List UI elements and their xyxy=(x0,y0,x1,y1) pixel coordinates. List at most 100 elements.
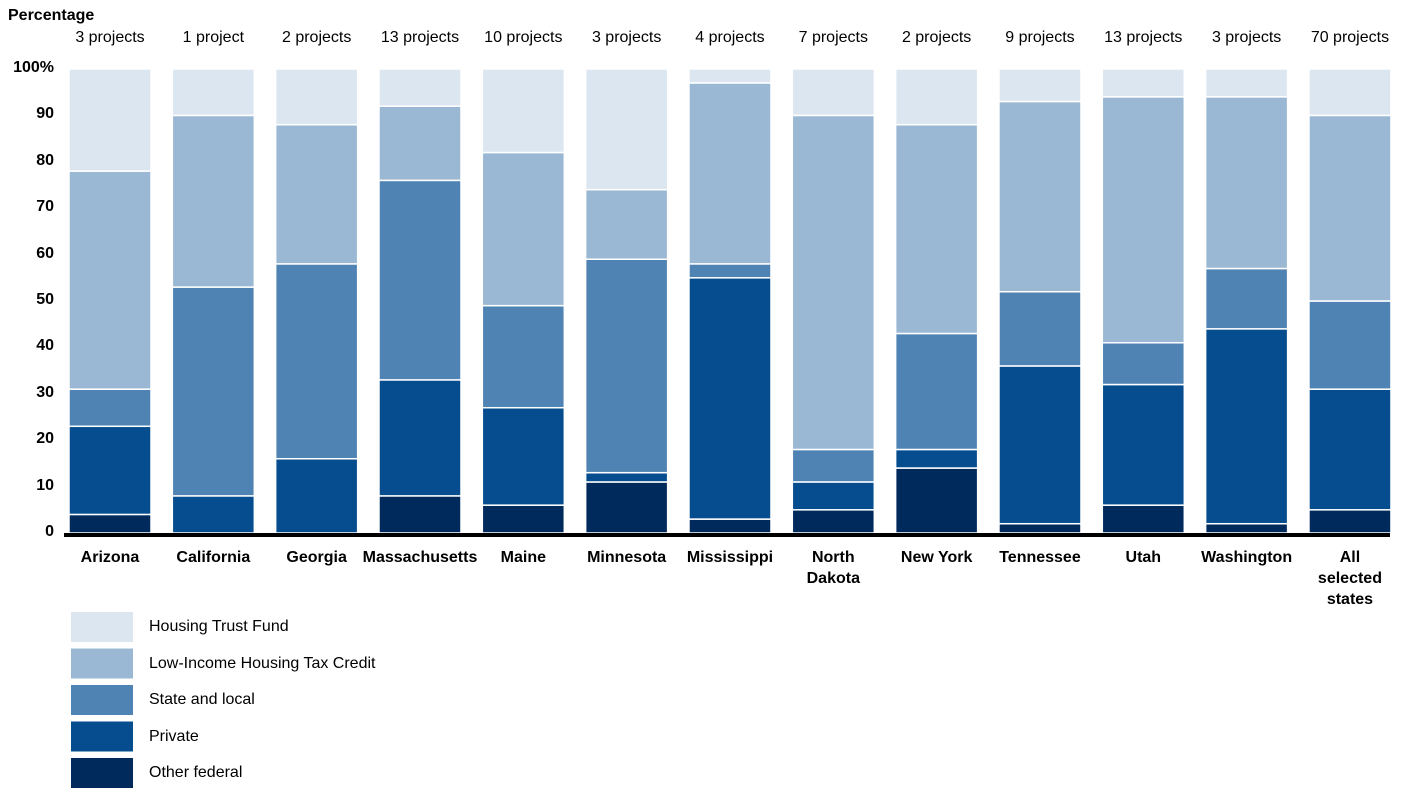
x-tick-label: Tennessee xyxy=(998,547,1082,568)
bar-segment xyxy=(1101,383,1186,506)
project-label: 13 projects xyxy=(1101,29,1185,47)
bar-segment xyxy=(378,379,462,497)
legend-swatch xyxy=(71,648,133,679)
x-tick-label-text: California xyxy=(176,549,251,566)
bar-segment xyxy=(68,170,152,390)
x-tick-label-text: Mississippi xyxy=(686,549,774,566)
y-tick-label-text: 100% xyxy=(13,59,54,76)
project-label-text: 7 projects xyxy=(798,29,868,46)
y-tick-label: 50 xyxy=(10,291,54,309)
legend-label-text: State and local xyxy=(149,691,255,708)
project-label: 10 projects xyxy=(481,29,565,47)
project-label-text: 2 projects xyxy=(901,29,972,46)
y-tick-label: 100% xyxy=(10,59,54,77)
project-label: 2 projects xyxy=(895,29,979,47)
bar-segment xyxy=(791,448,876,483)
bar-segment xyxy=(1101,68,1186,98)
x-tick-label: North Dakota xyxy=(791,547,875,589)
y-tick-label: 60 xyxy=(10,245,54,263)
bar-segment xyxy=(481,304,566,409)
project-label-text: 3 projects xyxy=(1211,29,1282,46)
bar-segment xyxy=(481,406,566,506)
y-tick-label: 10 xyxy=(10,477,54,495)
x-tick-label: New York xyxy=(895,547,979,568)
bar-segment xyxy=(791,509,876,534)
bar-segment xyxy=(894,448,979,469)
bar-segment xyxy=(274,123,359,265)
bar-segment xyxy=(171,495,256,534)
x-tick-label: Maine xyxy=(481,547,565,568)
bar-segment xyxy=(1204,328,1289,525)
bar-segment xyxy=(584,258,669,474)
bar-segment xyxy=(584,68,669,191)
project-label-text: 9 projects xyxy=(1005,29,1075,46)
x-tick-label-text: Tennessee xyxy=(999,549,1081,566)
x-tick-label: Arizona xyxy=(68,547,152,568)
x-tick-label-text: Massachusetts xyxy=(362,549,478,566)
project-label-text: 13 projects xyxy=(380,29,460,46)
bar-segment xyxy=(481,151,566,307)
bar-segment xyxy=(68,425,152,516)
y-tick-label-text: 70 xyxy=(36,198,54,216)
x-tick-label: Georgia xyxy=(275,547,359,568)
project-label: 1 project xyxy=(171,29,255,47)
bar-segment xyxy=(584,188,669,260)
x-tick-label-text: Arizona xyxy=(80,549,140,566)
project-label: 3 projects xyxy=(68,29,152,47)
bar-segment xyxy=(481,504,566,534)
x-tick-label: All selected states xyxy=(1308,547,1392,610)
x-tick-label-text: Maine xyxy=(500,549,546,566)
legend-swatch xyxy=(71,758,133,788)
bar-segment xyxy=(688,68,772,84)
bar-segment xyxy=(274,458,359,534)
bar-segment xyxy=(998,68,1082,103)
bar-segment xyxy=(791,68,876,117)
bar-segment xyxy=(1204,68,1289,98)
bar-segment xyxy=(68,68,152,172)
bar-segment xyxy=(894,467,979,534)
legend-label: State and local xyxy=(149,691,255,709)
bar-segment xyxy=(1308,114,1392,302)
legend-label: Low-Income Housing Tax Credit xyxy=(149,655,375,673)
project-label-text: 3 projects xyxy=(591,29,662,46)
bar-segment xyxy=(584,481,669,534)
y-tick-label: 70 xyxy=(10,198,54,216)
project-label-text: 10 projects xyxy=(484,29,563,46)
bar-segment xyxy=(894,123,979,335)
y-tick-label-text: 20 xyxy=(36,430,54,448)
bar-segment xyxy=(688,277,772,520)
project-label-text: 1 project xyxy=(182,29,245,46)
legend-label-text: Other federal xyxy=(149,764,243,781)
y-tick-label: 40 xyxy=(10,337,54,355)
project-label: 4 projects xyxy=(688,29,772,47)
bar-segment xyxy=(894,332,979,451)
bar-segment xyxy=(171,114,256,288)
y-tick-label-text: 10 xyxy=(36,476,54,494)
bar-segment xyxy=(481,68,566,154)
bar-segment xyxy=(998,290,1082,367)
project-label: 2 projects xyxy=(275,29,359,47)
project-label: 3 projects xyxy=(585,29,669,47)
legend-label: Private xyxy=(149,728,199,746)
bar-segment xyxy=(1308,300,1392,390)
y-axis-title: Percentage xyxy=(8,7,95,24)
project-label: 9 projects xyxy=(998,29,1082,47)
x-tick-label-text: Utah xyxy=(1125,549,1162,566)
bar-segment xyxy=(1308,509,1392,534)
y-tick-label-text: 0 xyxy=(45,523,54,540)
bar-segment xyxy=(791,114,876,451)
bar-segment xyxy=(1101,504,1186,534)
bar-segment xyxy=(791,481,876,511)
y-tick-label-text: 60 xyxy=(36,244,54,262)
x-tick-label: Mississippi xyxy=(686,547,774,568)
bar-segment xyxy=(688,518,772,534)
bar-segment xyxy=(171,68,256,117)
bar-segment xyxy=(1308,68,1392,117)
bar-segment xyxy=(68,388,152,428)
y-tick-label-text: 80 xyxy=(36,151,54,169)
bar-segment xyxy=(998,365,1082,525)
x-tick-label: Massachusetts xyxy=(363,547,478,568)
legend-label-text: Housing Trust Fund xyxy=(149,618,289,635)
legend-swatch xyxy=(71,721,133,752)
